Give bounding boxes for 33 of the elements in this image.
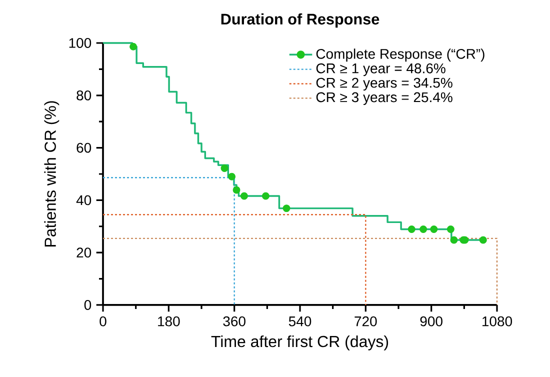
point [450, 236, 458, 244]
point [430, 226, 438, 234]
y-tick-label: 60 [76, 142, 92, 153]
legend-label: CR ≥ 3 years = 25.4% [316, 92, 452, 105]
point [420, 226, 428, 234]
point [240, 192, 248, 200]
chart-title: Duration of Response [221, 13, 380, 28]
x-axis-title: Time after first CR (days) [211, 335, 388, 350]
y-tick-label: 0 [84, 300, 92, 310]
point [228, 172, 236, 180]
point [479, 236, 487, 244]
point [220, 164, 228, 172]
y-tick-label: 20 [76, 248, 92, 258]
x-tick-label: 360 [223, 316, 246, 326]
x-tick-label: 720 [354, 316, 377, 326]
legend-label: CR ≥ 1 year = 48.6% [316, 63, 446, 76]
y-axis-title: Patients with CR (%) [44, 101, 60, 246]
legend-label: CR ≥ 2 years = 34.5% [316, 78, 452, 91]
point [408, 226, 416, 234]
y-tick-label: 40 [76, 195, 92, 206]
x-tick-label: 540 [288, 316, 312, 326]
legend-label: Complete Response (“CR”) [316, 48, 484, 62]
x-tick-label: 180 [158, 316, 180, 326]
point [232, 186, 240, 194]
x-tick-label: 900 [420, 316, 442, 326]
y-tick-label: 80 [76, 90, 92, 100]
point [262, 192, 270, 200]
point [282, 204, 290, 212]
x-tick-label: 1080 [482, 316, 512, 326]
x-tick-label: 0 [100, 316, 106, 326]
y-tick-label: 100 [69, 38, 92, 48]
point [130, 42, 138, 50]
point [446, 226, 454, 234]
